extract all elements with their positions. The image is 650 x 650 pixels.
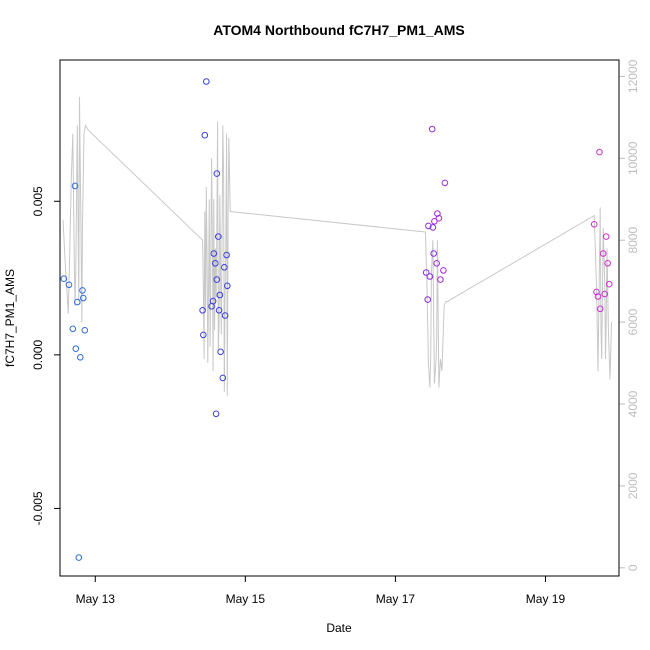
data-point (215, 307, 223, 314)
x-tick-label: May 17 (376, 592, 416, 606)
data-point (434, 210, 441, 217)
data-point (80, 294, 87, 302)
x-tick-label: May 13 (76, 592, 116, 606)
data-point (224, 282, 231, 290)
data-point (72, 345, 80, 353)
y2-tick-label: 12000 (626, 59, 640, 93)
data-point (69, 325, 77, 333)
y2-tick-label: 0 (626, 564, 640, 571)
data-point (604, 260, 612, 267)
data-point (601, 290, 609, 298)
data-point (425, 222, 432, 230)
data-point (437, 276, 444, 283)
plot-frame (59, 59, 620, 577)
y-tick-label: -0.005 (31, 491, 45, 525)
data-point (212, 260, 219, 267)
data-point (77, 354, 84, 361)
y-tick-label: 0.005 (31, 186, 45, 216)
y2-tick-label: 6000 (626, 308, 640, 335)
data-point (75, 554, 83, 561)
data-point (441, 179, 449, 187)
data-point (605, 280, 613, 288)
data-point (209, 297, 217, 305)
y-tick-label: 0.000 (31, 340, 45, 370)
axes-layer: May 13 May 15 May 17 May 19 -0.005 0.000 0.005… (31, 59, 640, 606)
y2-tick-label: 8000 (626, 227, 640, 254)
data-point (217, 348, 224, 356)
data-point (223, 251, 230, 259)
data-point (221, 264, 228, 271)
data-point (424, 296, 432, 303)
data-point (200, 331, 207, 339)
data-point (590, 221, 598, 228)
data-point (596, 148, 603, 156)
data-point (596, 305, 604, 313)
data-point (213, 170, 221, 177)
data-point (71, 182, 79, 190)
data-point (210, 250, 218, 257)
data-point (203, 78, 210, 85)
data-point (593, 288, 600, 296)
data-point (213, 276, 221, 283)
data-point (60, 275, 68, 283)
data-point (74, 298, 81, 306)
x-tick-label: May 19 (526, 592, 566, 606)
data-point (435, 214, 443, 222)
data-point (428, 125, 436, 133)
points-layer (60, 78, 613, 561)
data-point (599, 250, 607, 257)
x-tick-label: May 15 (226, 592, 266, 606)
data-point (221, 312, 229, 319)
data-point (426, 273, 434, 280)
data-point (215, 233, 222, 240)
data-point (602, 233, 610, 240)
data-point (216, 291, 224, 299)
secondary-line-layer (62, 96, 612, 396)
y2-tick-label: 4000 (626, 390, 640, 417)
data-point (65, 281, 73, 289)
data-point (433, 260, 441, 267)
y2-tick-label: 10000 (626, 141, 640, 175)
chart-title: ATOM4 Northbound fC7H7_PM1_AMS (213, 22, 465, 38)
secondary-series-line (62, 96, 612, 396)
data-point (201, 131, 209, 139)
data-point (212, 410, 220, 418)
data-point (431, 218, 438, 225)
data-point (429, 224, 437, 231)
y-axis-label: fC7H7_PM1_AMS (3, 269, 17, 367)
data-point (430, 250, 438, 257)
data-point (422, 269, 430, 276)
data-point (219, 374, 227, 382)
data-point (199, 307, 206, 314)
data-point (440, 267, 447, 274)
data-point (594, 293, 602, 300)
data-point (81, 327, 89, 334)
y2-tick-label: 2000 (626, 472, 640, 499)
x-axis-label: Date (326, 621, 352, 635)
data-point (79, 287, 86, 294)
